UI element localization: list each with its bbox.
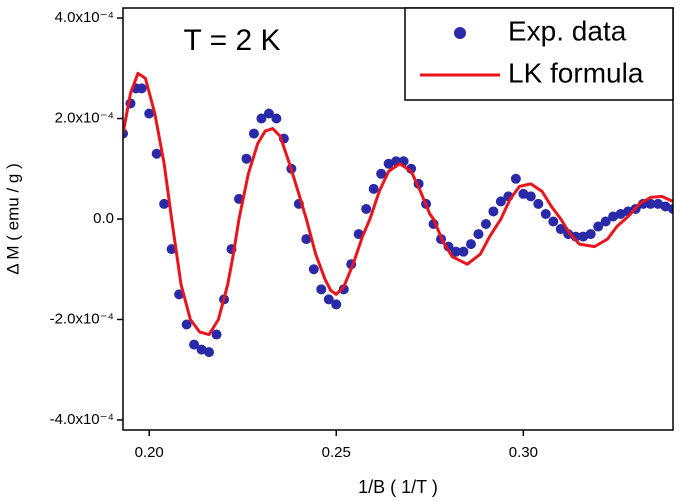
data-point bbox=[376, 168, 387, 179]
data-point bbox=[465, 239, 476, 250]
data-point bbox=[308, 264, 319, 275]
legend-label: LK formula bbox=[508, 57, 644, 88]
data-point bbox=[144, 108, 155, 119]
data-point bbox=[301, 234, 312, 245]
data-point bbox=[241, 153, 252, 164]
data-point bbox=[533, 198, 544, 209]
data-point bbox=[181, 319, 192, 330]
data-point bbox=[331, 299, 342, 310]
legend-box bbox=[404, 7, 674, 101]
annotation: T = 2 K bbox=[183, 24, 280, 57]
data-point bbox=[600, 216, 611, 227]
data-point bbox=[338, 284, 349, 295]
data-point bbox=[668, 203, 673, 214]
data-point bbox=[159, 198, 170, 209]
legend-label: Exp. data bbox=[508, 15, 627, 46]
x-tick-label: 0.20 bbox=[135, 444, 164, 461]
x-axis-label: 1/B ( 1/T ) bbox=[358, 477, 438, 497]
data-point bbox=[263, 108, 274, 119]
y-tick-label: -2.0x10⁻⁴ bbox=[50, 310, 114, 327]
data-point bbox=[458, 246, 469, 257]
data-point bbox=[510, 173, 521, 184]
y-tick-label: 4.0x10⁻⁴ bbox=[55, 9, 114, 26]
data-point bbox=[480, 219, 491, 230]
y-tick-label: 0.0 bbox=[93, 210, 114, 227]
data-point bbox=[473, 229, 484, 240]
data-point bbox=[151, 148, 162, 159]
data-point bbox=[316, 284, 327, 295]
data-point bbox=[211, 329, 222, 340]
x-tick-label: 0.30 bbox=[509, 444, 538, 461]
plot-area bbox=[123, 71, 673, 358]
data-point bbox=[361, 203, 372, 214]
data-point bbox=[548, 216, 559, 227]
data-point bbox=[323, 294, 334, 305]
data-point bbox=[271, 113, 282, 124]
data-point bbox=[368, 183, 379, 194]
y-axis-label: Δ M ( emu / g ) bbox=[3, 163, 22, 275]
data-point bbox=[555, 224, 566, 235]
data-point bbox=[540, 208, 551, 219]
y-tick-label: -4.0x10⁻⁴ bbox=[50, 411, 114, 428]
x-tick-label: 0.25 bbox=[322, 444, 351, 461]
data-line bbox=[123, 71, 673, 337]
data-point bbox=[645, 198, 656, 209]
data-point bbox=[256, 113, 267, 124]
plot-frame bbox=[122, 7, 674, 431]
data-point bbox=[204, 347, 215, 358]
data-point bbox=[593, 221, 604, 232]
legend-marker bbox=[454, 27, 466, 39]
data-point bbox=[525, 191, 536, 202]
data-point bbox=[189, 339, 200, 350]
data-point bbox=[248, 128, 259, 139]
data-point bbox=[488, 206, 499, 217]
y-tick-label: 2.0x10⁻⁴ bbox=[55, 109, 114, 126]
data-point bbox=[585, 229, 596, 240]
data-point bbox=[450, 246, 461, 257]
data-point bbox=[136, 83, 147, 94]
data-point bbox=[495, 196, 506, 207]
